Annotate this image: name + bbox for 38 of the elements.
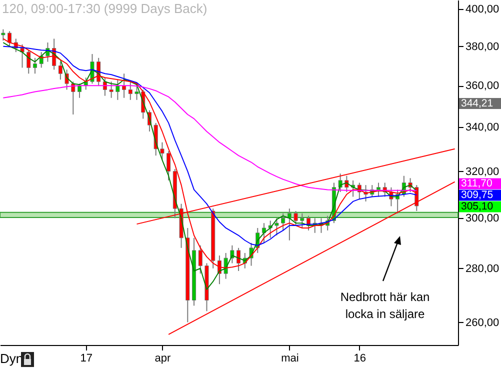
annotation: Nedbrott här kan locka in säljare	[340, 290, 430, 321]
candlestick	[166, 150, 171, 181]
y-tick-label: 320,00	[466, 166, 500, 178]
candlestick	[116, 79, 120, 100]
candlestick	[376, 182, 381, 198]
candlestick	[262, 222, 266, 244]
candlestick	[71, 81, 76, 115]
text: 311,70	[461, 178, 492, 190]
text: 309,75	[461, 189, 494, 202]
candlestick	[338, 173, 342, 193]
candlestick	[20, 44, 24, 68]
candlestick	[281, 212, 286, 231]
x-tick-label: 16	[354, 352, 366, 364]
candlestick	[109, 81, 114, 98]
text: 344,21	[461, 98, 494, 110]
y-tick-label: 280,00	[466, 262, 500, 275]
y-tick-label: 380,00	[466, 40, 500, 53]
y-tick-label: 300,00	[466, 212, 500, 225]
y-tick-label: 400,00	[466, 4, 500, 16]
candlestick	[1, 28, 6, 42]
candlestick	[77, 83, 82, 98]
candlestick	[160, 142, 164, 161]
y-tick-label: 360,00	[466, 80, 500, 92]
candlestick	[300, 212, 304, 228]
candlestick	[32, 57, 38, 74]
candlestick	[294, 210, 298, 226]
x-tick-label: 17	[80, 352, 92, 364]
y-tick-label: 340,00	[466, 122, 500, 134]
candlestick	[128, 81, 132, 100]
candlestick	[287, 208, 292, 241]
y-tick-label: 260,00	[466, 316, 500, 329]
candlestick	[58, 61, 62, 80]
chart-title: 120, 09:00-17:30 (9999 Days Back)	[2, 1, 208, 16]
candlestick	[274, 218, 279, 236]
text: 305,10	[461, 200, 494, 213]
x-tick-label: apr	[154, 352, 171, 364]
candlestick	[26, 50, 31, 74]
x-tick-label: mai	[281, 352, 299, 364]
